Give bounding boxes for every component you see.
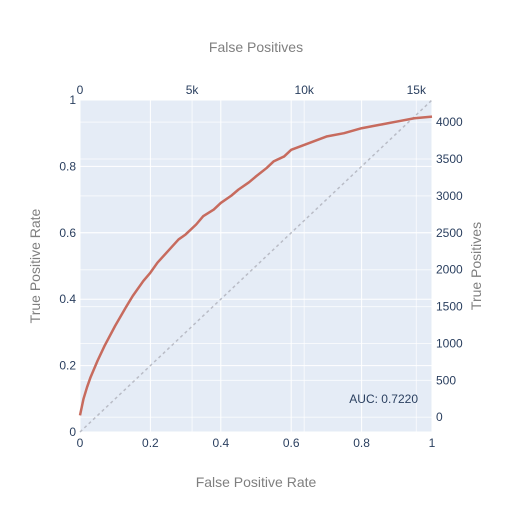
x-tick-label: 0.6 [283,436,300,450]
y-tick-label: 0.2 [59,359,76,373]
y2-tick-label: 2500 [436,226,463,240]
y-tick-label: 0.6 [59,226,76,240]
y-tick-label: 1 [69,93,76,107]
x2-axis-title: False Positives [209,39,303,55]
x2-tick-label: 15k [407,83,427,97]
plot-marks [78,99,433,433]
y2-tick-label: 4000 [436,115,463,129]
roc-curve-line [78,115,433,416]
y2-tick-label: 3000 [436,189,463,203]
x-tick-label: 0.8 [353,436,370,450]
x-tick-label: 1 [429,436,436,450]
grid-lines [79,99,433,433]
tick-labels: 0 0.2 0.4 0.6 0.8 100.20.40.60.810 5k 10k 15k050… [59,83,463,450]
x-tick-label: 0 [77,436,84,450]
x-tick-label: 0.4 [212,436,229,450]
x2-tick-label: 5k [186,83,200,97]
y2-tick-label: 3500 [436,152,463,166]
y-tick-label: 0 [69,425,76,439]
y-tick-label: 0.4 [59,292,76,306]
y2-tick-label: 2000 [436,263,463,277]
y2-tick-label: 500 [436,373,456,387]
y2-axis-title: True Positives [468,222,484,310]
y-tick-label: 0.8 [59,159,76,173]
x-axis-title: False Positive Rate [196,474,317,490]
y2-tick-label: 0 [436,410,443,424]
y2-tick-label: 1000 [436,336,463,350]
x2-tick-label: 0 [77,83,84,97]
x-tick-label: 0.2 [142,436,159,450]
y2-tick-label: 1500 [436,300,463,314]
chance-diagonal-line [79,99,433,433]
auc-annotation: AUC: 0.7220 [349,392,418,406]
y-axis-title: True Positive Rate [27,208,43,323]
x2-tick-label: 10k [295,83,315,97]
